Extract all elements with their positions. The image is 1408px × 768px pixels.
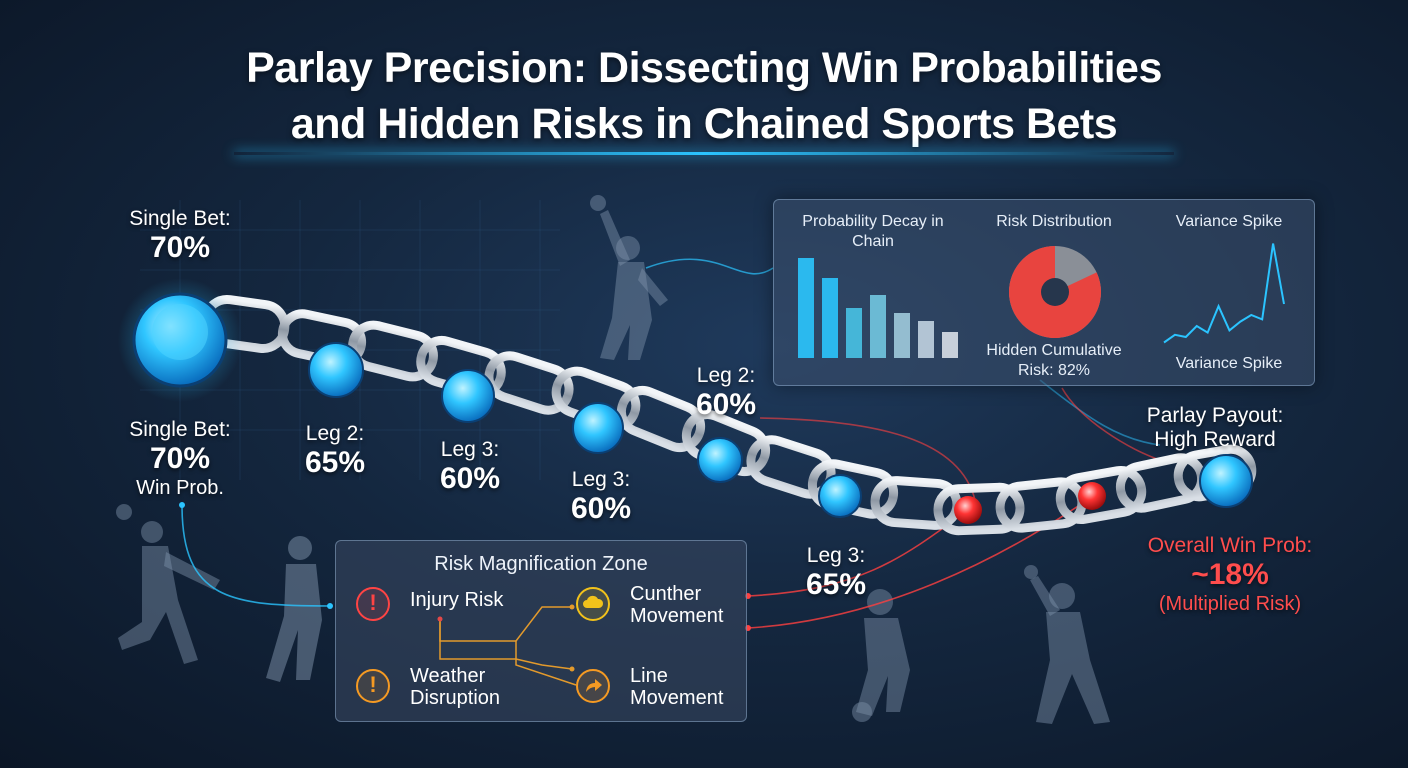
arrow-icon [576,669,610,703]
soccer-player-silhouette [852,589,910,722]
overall-win-prob-label: Overall Win Prob: ~18% (Multiplied Risk) [1147,534,1313,615]
leg3-label-a: Leg 3: 60% [439,438,501,495]
variance-chart-title: Variance Spike [1175,213,1283,230]
stats-panel: Probability Decay in Chain Risk Distribu… [773,199,1315,386]
title-underline [234,152,1174,155]
hidden-risk-caption: Hidden Cumulative Risk: 82% [986,342,1122,379]
faded-player-silhouette [266,536,322,682]
risk-item-injury: Injury Risk [410,589,504,611]
donut-hole [1041,278,1069,306]
stats-graphics [798,243,1285,358]
risk-zone-title: Risk Magnification Zone [434,553,648,575]
payout-node [1199,454,1253,508]
risk-magnification-panel: Risk Magnification Zone ! Injury Risk Cu… [335,540,747,722]
leg-node-3 [572,402,624,454]
title-line-1: Parlay Precision: Dissecting Win Probabi… [246,44,1162,92]
risk-node-1 [954,496,982,524]
alert-icon: ! [356,587,390,621]
risk-connectors [437,604,577,686]
leg2-label-b: Leg 2: 60% [695,364,757,421]
single-bet-bottom-label: Single Bet: 70% Win Prob. [129,418,231,499]
risk-item-line: Line Movement [630,665,724,709]
title-line-2: and Hidden Risks in Chained Sports Bets [290,100,1118,148]
decay-bar-chart [798,258,958,358]
page-title: Parlay Precision: Dissecting Win Probabi… [0,40,1408,152]
risk-distribution-title: Risk Distribution [996,213,1112,230]
leg-node-5 [818,474,862,518]
runner-silhouette [116,504,220,664]
decay-bar [918,321,934,358]
risk-item-weather: Weather Disruption [410,665,501,709]
leg-node-1 [308,342,364,398]
risk-donut-chart [1009,246,1101,338]
cloud-icon [576,587,610,621]
decay-bar [870,295,886,358]
chain-nodes [118,278,1253,524]
risk-item-cunther: Cunther Movement [630,583,724,627]
risk-node-2 [1078,482,1106,510]
leg-node-2 [441,369,495,423]
parlay-payout-label: Parlay Payout: High Reward [1146,404,1284,451]
decay-bar [798,258,814,358]
leg3-label-b: Leg 3: 60% [570,468,632,525]
decay-bar [846,308,862,358]
throwing-player-silhouette [1024,565,1110,724]
basketball-player-silhouette [590,195,668,360]
athlete-silhouettes [116,195,1110,724]
single-bet-top-label: Single Bet: 70% [129,207,231,264]
leg-node-4 [697,437,743,483]
leg2-label-a: Leg 2: 65% [304,422,366,479]
variance-line [1163,243,1285,344]
decay-bar [942,332,958,358]
decay-bar [894,313,910,358]
leg3-label-c: Leg 3: 65% [805,544,867,601]
decay-bar [822,278,838,358]
decay-chart-title: Probability Decay in Chain [802,213,944,250]
alert-icon: ! [356,669,390,703]
variance-caption: Variance Spike [1175,355,1283,372]
